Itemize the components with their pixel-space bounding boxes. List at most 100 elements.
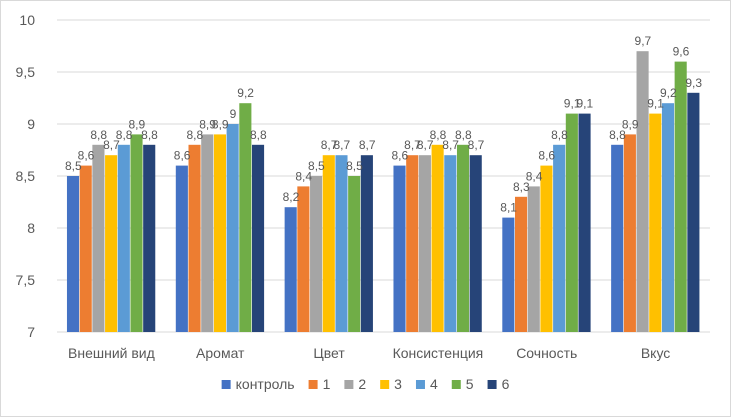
legend-item: 3 (380, 376, 402, 392)
data-label: 8,8 (455, 128, 472, 142)
bar (661, 103, 675, 332)
legend-item: 6 (487, 376, 510, 392)
bar (611, 144, 624, 332)
bar (322, 155, 335, 332)
data-label: 9,2 (237, 86, 254, 100)
data-label: 8,9 (128, 117, 145, 131)
data-label: 8,5 (346, 159, 363, 173)
legend-label: 6 (502, 376, 510, 392)
x-category-label: Консистенция (393, 345, 484, 361)
data-label: 9,3 (685, 76, 702, 90)
bar (553, 144, 566, 332)
bar (130, 134, 143, 332)
bar (687, 92, 700, 332)
data-label: 8,8 (551, 128, 568, 142)
data-label: 8,2 (283, 190, 300, 204)
bar (393, 165, 406, 332)
y-tick-label: 10 (19, 12, 35, 28)
data-label: 8,7 (468, 138, 485, 152)
gridlines (57, 19, 710, 333)
data-label: 9,1 (564, 97, 581, 111)
legend-swatch (308, 380, 318, 389)
data-label: 9,6 (673, 45, 690, 59)
data-label: 8,4 (526, 169, 543, 183)
bar (213, 134, 226, 332)
legend-item: 5 (451, 376, 474, 392)
data-label: 8,8 (609, 128, 626, 142)
bar (297, 186, 310, 332)
bar (66, 176, 80, 332)
legend-swatch (451, 380, 461, 389)
data-label: 8,7 (442, 138, 459, 152)
data-label: 8,9 (622, 117, 639, 131)
bar (188, 144, 201, 332)
bar (143, 144, 156, 332)
bar (469, 155, 482, 332)
data-label: 8,9 (199, 117, 216, 131)
bar (502, 217, 515, 332)
x-category-label: Сочность (516, 345, 577, 361)
x-category-label: Аромат (196, 345, 245, 361)
data-label: 9,1 (647, 97, 664, 111)
y-tick-label: 8 (27, 220, 35, 236)
data-label: 8,1 (500, 201, 517, 215)
data-label: 8,5 (308, 159, 325, 173)
data-label: 8,7 (359, 138, 376, 152)
data-label: 9 (230, 107, 237, 121)
bar (649, 113, 662, 332)
legend-item: 2 (344, 376, 366, 392)
bar (406, 155, 419, 332)
bar (527, 186, 540, 332)
data-label: 8,8 (430, 128, 447, 142)
bar (540, 165, 553, 332)
x-category-label: Внешний вид (68, 345, 155, 361)
x-axis: Внешний вид Аромат Цвет Консистенция Сочност… (68, 345, 670, 361)
data-label: 8,8 (90, 128, 107, 142)
data-label: 8,3 (513, 180, 530, 194)
bar (252, 144, 265, 332)
legend-swatch (221, 380, 231, 389)
bar (456, 144, 470, 332)
data-label: 8,7 (321, 138, 338, 152)
bar (117, 144, 130, 332)
y-tick-label: 8,5 (16, 168, 36, 184)
legend-swatch (344, 380, 354, 389)
data-label: 9,7 (635, 34, 652, 48)
bar (578, 113, 591, 332)
legend-swatch (380, 380, 390, 389)
legend-label: 5 (466, 376, 474, 392)
data-label: 8,8 (187, 128, 204, 142)
bar (565, 113, 578, 332)
legend-label: 1 (323, 376, 331, 392)
data-label: 8,8 (250, 128, 267, 142)
data-label: 9,2 (660, 86, 677, 100)
data-label: 8,6 (538, 149, 555, 163)
bar (418, 155, 431, 332)
data-label: 8,5 (65, 159, 82, 173)
x-category-label: Цвет (313, 345, 345, 361)
legend-item: 1 (308, 376, 331, 392)
y-tick-label: 7,5 (16, 272, 36, 288)
x-category-label: Вкус (641, 345, 670, 361)
y-tick-label: 7 (27, 324, 35, 340)
legend: контроль 1 2 3 4 5 6 (221, 376, 510, 392)
bar (348, 176, 361, 332)
bar (226, 124, 239, 332)
bar (92, 144, 105, 332)
bar (310, 176, 323, 332)
legend-label: 4 (430, 376, 438, 392)
data-label: 8,4 (295, 169, 312, 183)
bar (431, 144, 444, 332)
data-label: 8,6 (391, 149, 408, 163)
bar (201, 134, 214, 332)
bar (105, 155, 118, 332)
y-tick-label: 9,5 (16, 64, 36, 80)
bar (623, 134, 636, 332)
y-tick-label: 9 (27, 116, 35, 132)
legend-label: 3 (394, 376, 402, 392)
legend-item: контроль (221, 376, 295, 392)
data-label: 8,9 (212, 117, 229, 131)
bar (335, 155, 348, 332)
data-label: 8,7 (333, 138, 350, 152)
data-label: 8,8 (141, 128, 158, 142)
